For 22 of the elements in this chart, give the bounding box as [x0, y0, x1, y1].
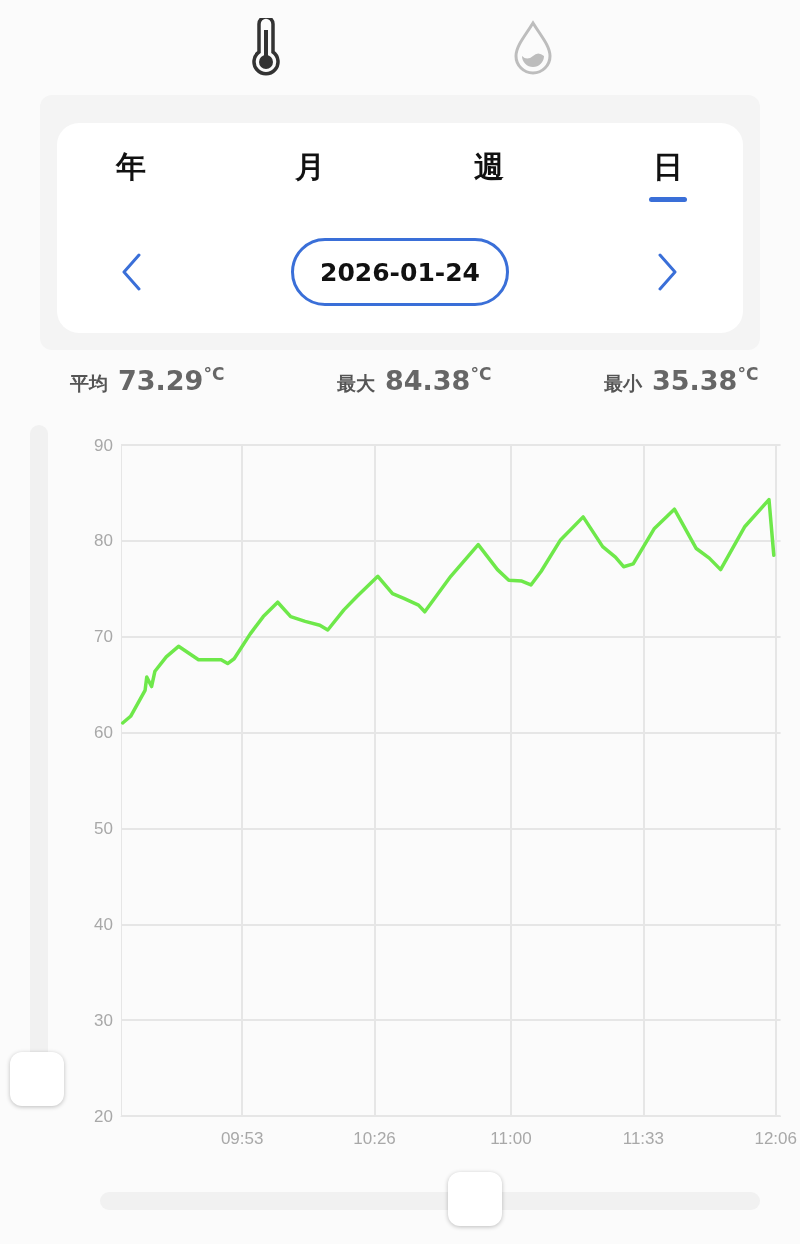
- text: 最大 84.38$^{°C}$: [337, 364, 492, 396]
- x-tick-label: 09:53: [220, 1129, 264, 1148]
- text: 年: [114, 148, 147, 186]
- text: 最小 35.38$^{°C}$: [604, 364, 759, 396]
- text: 平均 73.29$^{°C}$: [70, 364, 225, 396]
- y-tick-label: 20: [94, 1106, 113, 1126]
- y-tick-label: 90: [94, 435, 113, 455]
- x-tick-label: 11:33: [622, 1129, 664, 1148]
- x-tick-label: 12:06: [754, 1129, 797, 1148]
- y-tick-label: 80: [94, 531, 113, 551]
- text: 週: [473, 148, 505, 186]
- y-tick-label: 40: [94, 914, 113, 934]
- x-tick-label: 10:26: [353, 1129, 396, 1148]
- line-series: [120, 497, 776, 725]
- y-tick-label: 50: [94, 818, 113, 838]
- text: 2026-01-24: [291, 238, 509, 306]
- text: 日: [652, 148, 684, 186]
- x-tick-label: 11:00: [490, 1129, 532, 1148]
- y-tick-label: 60: [94, 723, 113, 743]
- y-tick-label: 70: [94, 627, 113, 647]
- y-tick-label: 30: [94, 1010, 113, 1030]
- text: 月: [294, 148, 326, 186]
